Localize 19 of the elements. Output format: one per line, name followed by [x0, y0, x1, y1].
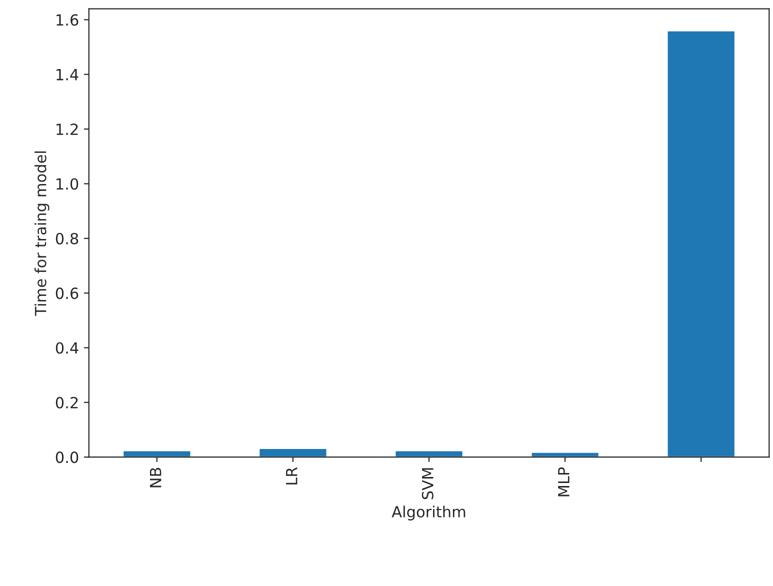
bar	[258, 448, 328, 458]
x-tick-label: SVM	[422, 468, 434, 500]
y-tick-label: 1.0	[56, 178, 78, 190]
bar	[666, 30, 736, 458]
y-tick-label: 1.6	[56, 14, 78, 26]
x-tick-label: MLP	[558, 467, 570, 496]
y-tick-label: 1.4	[56, 69, 78, 80]
y-tick-label: 0.8	[56, 232, 78, 244]
y-tick-label: 1.2	[56, 124, 78, 135]
y-tick-label: 0.6	[56, 288, 78, 300]
bar	[530, 451, 600, 458]
y-tick-label: 0.2	[56, 396, 78, 408]
y-tick-label: 0.4	[56, 342, 78, 354]
y-tick-label: 0.0	[56, 452, 78, 464]
x-axis-title: Algorithm	[392, 506, 466, 520]
x-tick-label: LR	[286, 467, 298, 484]
x-tick-label: NB	[150, 468, 162, 488]
y-axis-title: Time for traing model	[34, 151, 50, 316]
bar	[122, 450, 192, 458]
